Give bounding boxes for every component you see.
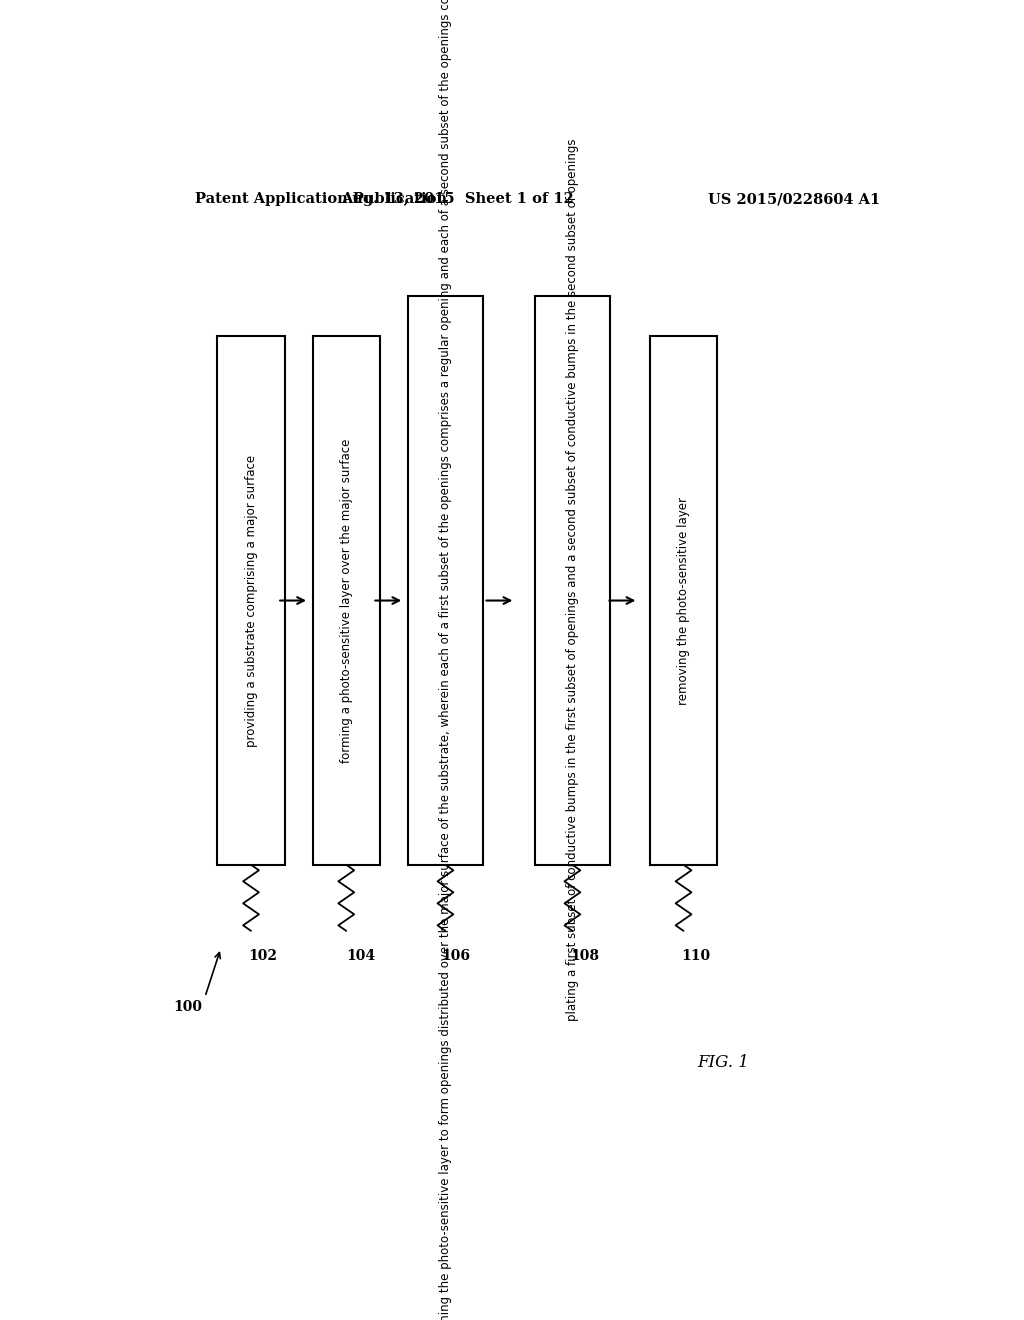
Text: Aug. 13, 2015  Sheet 1 of 12: Aug. 13, 2015 Sheet 1 of 12 (341, 191, 573, 206)
Bar (408, 296, 483, 865)
Text: patterning the photo-sensitive layer to form openings distributed over the major: patterning the photo-sensitive layer to … (439, 0, 452, 1320)
Bar (217, 337, 285, 865)
Text: 108: 108 (569, 949, 599, 964)
Text: Patent Application Publication: Patent Application Publication (196, 191, 447, 206)
Text: FIG. 1: FIG. 1 (697, 1055, 750, 1072)
Text: forming a photo-sensitive layer over the major surface: forming a photo-sensitive layer over the… (340, 438, 352, 763)
Text: providing a substrate comprising a major surface: providing a substrate comprising a major… (245, 454, 257, 747)
Text: US 2015/0228604 A1: US 2015/0228604 A1 (709, 191, 881, 206)
Text: 104: 104 (346, 949, 375, 964)
Bar (535, 296, 610, 865)
Text: 100: 100 (173, 1001, 202, 1014)
Text: removing the photo-sensitive layer: removing the photo-sensitive layer (677, 496, 690, 705)
Text: plating a first subset of conductive bumps in the first subset of openings and a: plating a first subset of conductive bum… (566, 139, 579, 1022)
Text: 110: 110 (681, 949, 710, 964)
Text: 106: 106 (441, 949, 470, 964)
Text: 102: 102 (249, 949, 278, 964)
Bar (650, 337, 717, 865)
Bar (312, 337, 380, 865)
